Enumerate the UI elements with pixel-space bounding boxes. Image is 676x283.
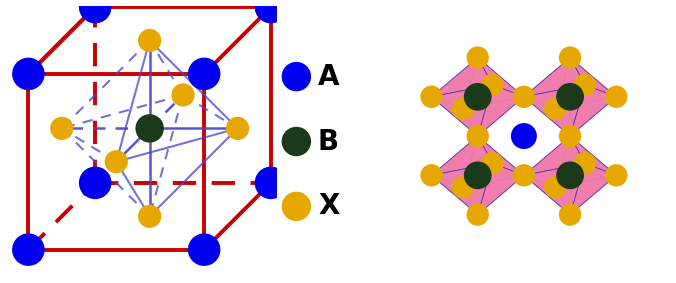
Polygon shape [570,85,617,136]
Point [458,185,468,190]
Text: A: A [318,63,339,91]
Point [611,173,622,178]
Point [23,72,34,76]
Point [579,161,590,166]
Polygon shape [478,163,524,215]
Polygon shape [431,57,493,97]
Point [291,139,301,144]
Point [564,134,575,138]
Polygon shape [478,57,524,97]
Polygon shape [524,175,570,215]
Point [199,247,210,252]
Polygon shape [478,136,524,175]
Polygon shape [524,163,585,215]
Point [144,38,155,43]
Polygon shape [524,57,585,97]
Point [579,83,590,87]
Polygon shape [431,163,493,215]
Polygon shape [478,85,524,136]
Polygon shape [431,57,478,109]
Point [144,214,155,218]
Polygon shape [555,136,617,187]
Point [144,126,155,131]
Polygon shape [555,57,617,109]
Polygon shape [555,97,617,136]
Point [266,181,276,185]
Point [473,212,483,217]
Point [473,134,483,138]
Polygon shape [431,97,478,136]
Point [550,185,560,190]
Polygon shape [463,97,524,136]
Text: X: X [318,192,339,220]
Point [518,95,529,99]
Polygon shape [463,175,524,215]
Point [178,93,189,97]
Point [564,173,575,178]
Polygon shape [570,57,617,97]
Point [111,160,122,164]
Point [56,126,67,131]
Point [564,55,575,60]
Point [564,212,575,217]
Polygon shape [431,175,478,215]
Point [232,126,243,131]
Point [458,107,468,111]
Point [90,5,101,9]
Point [473,95,483,99]
Polygon shape [524,136,570,187]
Polygon shape [570,163,617,215]
Point [487,161,498,166]
Polygon shape [431,136,478,187]
Point [550,107,560,111]
Polygon shape [463,136,524,187]
Polygon shape [524,97,570,136]
Polygon shape [431,85,493,136]
Polygon shape [555,175,617,215]
Polygon shape [524,57,570,109]
Point [291,74,301,79]
Point [611,95,622,99]
Polygon shape [431,136,493,175]
Point [487,83,498,87]
Polygon shape [570,136,617,175]
Point [426,173,437,178]
Polygon shape [524,136,585,175]
Point [518,173,529,178]
Point [518,134,529,138]
Point [291,204,301,209]
Point [199,72,210,76]
Text: B: B [318,128,339,155]
Point [426,95,437,99]
Polygon shape [524,85,585,136]
Point [90,181,101,185]
Point [266,5,276,9]
Point [23,247,34,252]
Point [473,173,483,178]
Polygon shape [463,57,524,109]
Point [473,55,483,60]
Point [564,95,575,99]
